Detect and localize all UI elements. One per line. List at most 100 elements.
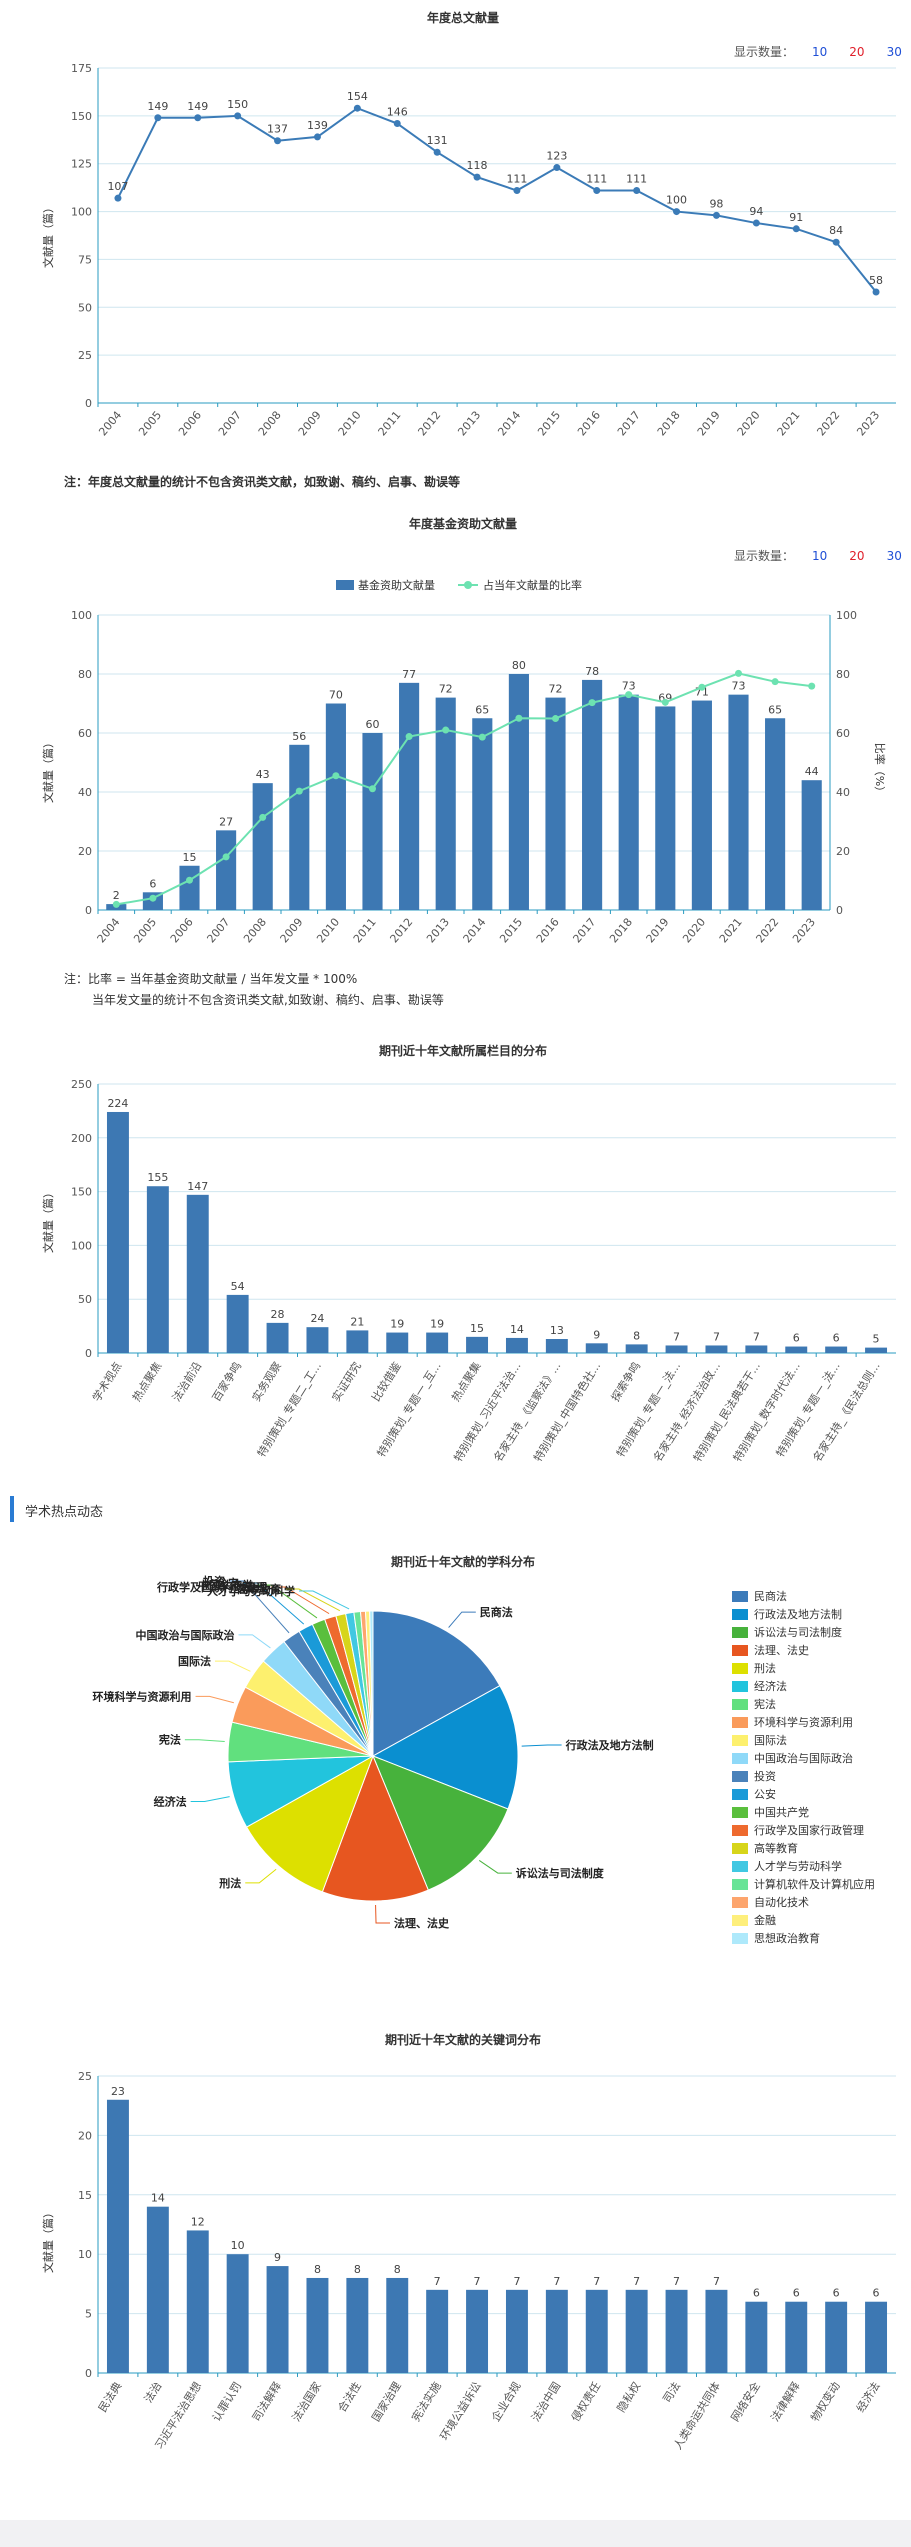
data-point[interactable] (274, 137, 282, 145)
bar[interactable] (625, 1344, 648, 1353)
bar[interactable] (435, 697, 456, 910)
legend-swatch[interactable] (732, 1699, 748, 1710)
ratio-point[interactable] (588, 699, 596, 707)
pie-slice[interactable] (372, 1610, 501, 1757)
bar[interactable] (216, 830, 237, 910)
data-point[interactable] (433, 148, 441, 156)
pie-slice[interactable] (321, 1754, 429, 1902)
legend-label-ratio[interactable]: 占当年文献量的比率 (483, 578, 582, 592)
bar[interactable] (745, 2301, 768, 2373)
display-count-30[interactable]: 30 (886, 549, 902, 563)
data-point[interactable] (194, 114, 202, 122)
data-point[interactable] (832, 238, 840, 246)
legend-swatch[interactable] (732, 1825, 748, 1836)
bar[interactable] (179, 865, 200, 910)
ratio-point[interactable] (552, 715, 559, 723)
ratio-point[interactable] (515, 714, 523, 722)
pie-slice[interactable] (369, 1610, 374, 1757)
bar[interactable] (226, 2254, 249, 2373)
legend-swatch[interactable] (732, 1663, 748, 1674)
bar[interactable] (801, 780, 822, 910)
ratio-point[interactable] (808, 682, 816, 690)
ratio-point[interactable] (735, 669, 742, 677)
bar[interactable] (508, 674, 529, 910)
bar[interactable] (186, 1194, 209, 1353)
legend-swatch[interactable] (732, 1591, 748, 1602)
data-point[interactable] (473, 173, 481, 181)
legend-swatch[interactable] (732, 1843, 748, 1854)
ratio-point[interactable] (771, 678, 779, 686)
bar[interactable] (785, 1346, 808, 1353)
bar[interactable] (106, 2099, 129, 2373)
bar[interactable] (325, 703, 346, 911)
bar[interactable] (399, 682, 420, 910)
ratio-point[interactable] (112, 900, 120, 908)
data-point[interactable] (114, 194, 122, 202)
data-point[interactable] (593, 187, 601, 195)
ratio-point[interactable] (259, 813, 267, 821)
data-point[interactable] (633, 187, 641, 195)
legend-swatch[interactable] (732, 1735, 748, 1746)
bar[interactable] (865, 1347, 888, 1353)
bar[interactable] (505, 2289, 528, 2373)
ratio-point[interactable] (186, 876, 193, 884)
bar[interactable] (505, 1337, 528, 1353)
bar[interactable] (785, 2301, 808, 2373)
bar[interactable] (186, 2230, 209, 2373)
data-point[interactable] (752, 219, 760, 227)
bar[interactable] (426, 2289, 449, 2373)
legend-swatch[interactable] (732, 1789, 748, 1800)
bar[interactable] (545, 2289, 568, 2373)
bar[interactable] (665, 2289, 688, 2373)
bar[interactable] (665, 1345, 688, 1353)
bar[interactable] (426, 1332, 449, 1353)
bar[interactable] (266, 2266, 289, 2373)
bar[interactable] (825, 1346, 848, 1353)
bar[interactable] (691, 700, 712, 910)
pie-slice[interactable] (245, 1754, 374, 1893)
pie-slice[interactable] (371, 1684, 519, 1810)
ratio-point[interactable] (478, 733, 486, 741)
ratio-point[interactable] (149, 894, 157, 902)
legend-swatch[interactable] (732, 1807, 748, 1818)
bar[interactable] (386, 1332, 409, 1353)
bar[interactable] (705, 2289, 728, 2373)
legend-swatch[interactable] (732, 1753, 748, 1764)
data-point[interactable] (513, 187, 521, 195)
bar[interactable] (346, 2277, 369, 2373)
bar[interactable] (585, 1343, 608, 1353)
legend-swatch[interactable] (732, 1681, 748, 1692)
data-point[interactable] (872, 288, 880, 296)
bar[interactable] (582, 679, 603, 910)
legend-swatch[interactable] (732, 1897, 748, 1908)
bar[interactable] (386, 2277, 409, 2373)
data-point[interactable] (712, 211, 720, 219)
data-point[interactable] (553, 164, 561, 172)
ratio-point[interactable] (661, 698, 669, 706)
data-point[interactable] (353, 104, 361, 112)
legend-swatch-funded[interactable] (336, 580, 354, 590)
bar[interactable] (466, 1336, 489, 1353)
legend-swatch[interactable] (732, 1933, 748, 1944)
bar[interactable] (146, 1186, 169, 1353)
legend-swatch[interactable] (732, 1627, 748, 1638)
bar[interactable] (825, 2301, 848, 2373)
bar[interactable] (146, 2206, 169, 2373)
display-count-10[interactable]: 10 (812, 45, 828, 59)
bar[interactable] (585, 2289, 608, 2373)
data-point[interactable] (792, 225, 800, 233)
bar[interactable] (306, 1327, 329, 1353)
ratio-point[interactable] (369, 785, 376, 793)
legend-swatch[interactable] (732, 1717, 748, 1728)
ratio-point[interactable] (405, 733, 413, 741)
display-count-30[interactable]: 30 (886, 45, 902, 59)
bar[interactable] (362, 733, 383, 910)
display-count-20[interactable]: 20 (849, 45, 865, 59)
bar[interactable] (252, 783, 273, 910)
data-point[interactable] (393, 120, 401, 128)
display-count-10[interactable]: 10 (812, 549, 828, 563)
data-point[interactable] (154, 114, 162, 122)
bar[interactable] (266, 1322, 289, 1353)
data-point[interactable] (313, 133, 321, 141)
ratio-point[interactable] (442, 726, 450, 734)
